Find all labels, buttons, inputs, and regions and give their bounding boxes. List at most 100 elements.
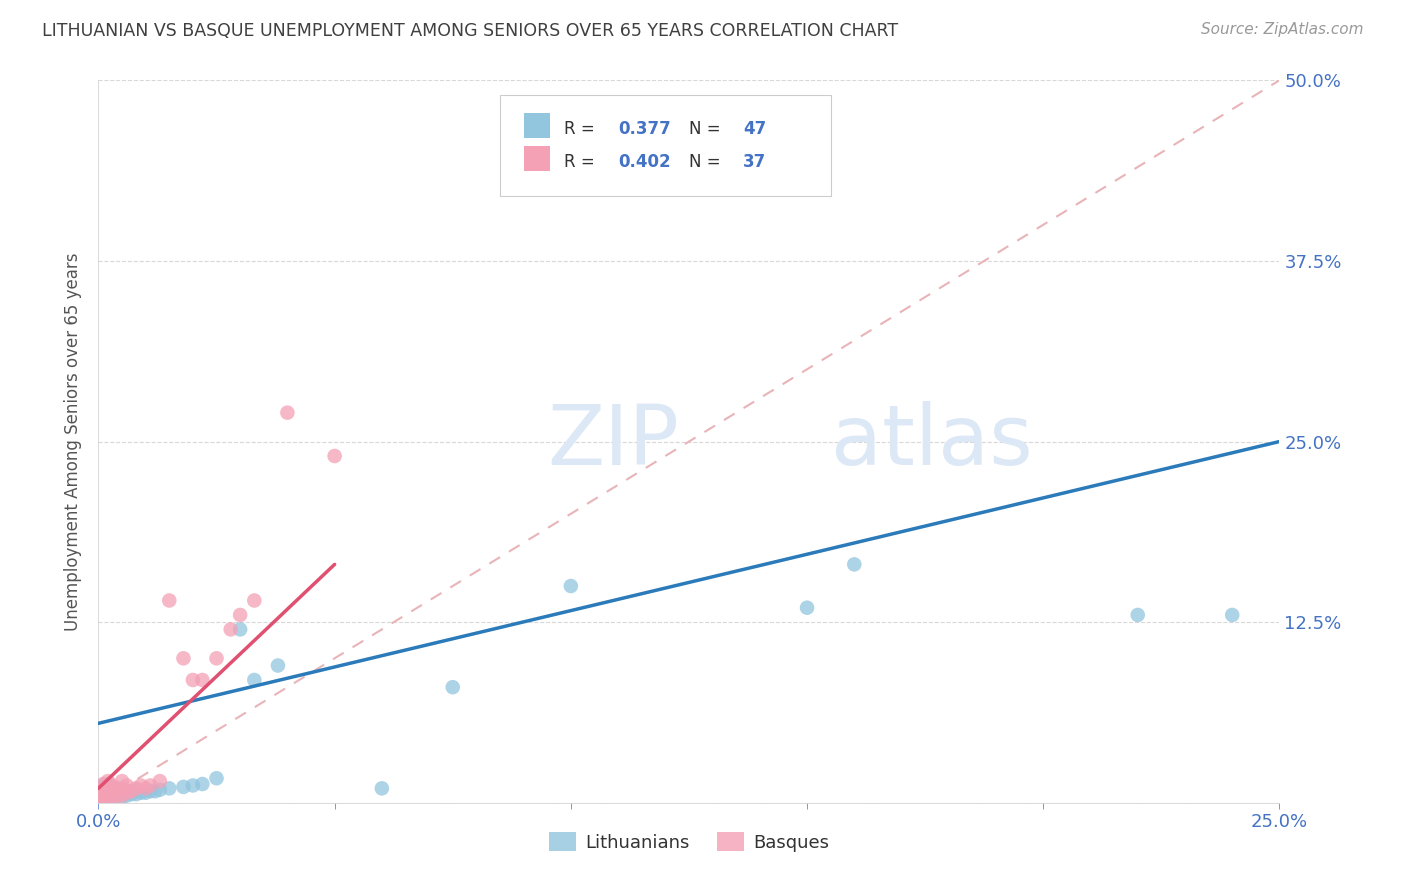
Point (129, 786, 152, 800)
Point (654, 167, 676, 181)
Point (191, 673, 214, 687)
Point (97, 777, 120, 791)
Point (87, 793, 110, 807)
Point (181, 673, 204, 687)
Point (101, 790, 124, 805)
Point (101, 781, 124, 796)
Text: 0.402: 0.402 (619, 153, 671, 171)
Point (115, 779, 138, 793)
Point (560, 579, 582, 593)
Point (91, 789, 114, 803)
Point (101, 790, 124, 805)
Point (323, 449, 346, 463)
Point (229, 607, 252, 622)
Point (121, 787, 143, 801)
Point (181, 779, 204, 793)
Text: N =: N = (689, 153, 725, 171)
Point (149, 782, 172, 797)
Point (191, 777, 214, 791)
Point (115, 789, 138, 803)
Point (371, 781, 394, 796)
Point (87, 787, 110, 801)
Point (157, 593, 180, 607)
Point (143, 784, 166, 798)
Legend: Lithuanians, Basques: Lithuanians, Basques (541, 825, 837, 859)
Point (503, 167, 526, 181)
Text: 47: 47 (744, 120, 766, 138)
Point (115, 786, 138, 800)
FancyBboxPatch shape (523, 145, 550, 170)
Point (101, 786, 124, 800)
Point (115, 784, 138, 798)
Point (97, 781, 120, 796)
Point (111, 774, 134, 789)
Text: atlas: atlas (831, 401, 1032, 482)
Point (1126, 607, 1149, 622)
Point (91, 787, 114, 801)
Point (87, 784, 110, 798)
Point (135, 786, 157, 800)
Text: LITHUANIAN VS BASQUE UNEMPLOYMENT AMONG SENIORS OVER 65 YEARS CORRELATION CHART: LITHUANIAN VS BASQUE UNEMPLOYMENT AMONG … (42, 22, 898, 40)
Point (101, 784, 124, 798)
Point (97, 787, 120, 801)
Point (276, 406, 298, 420)
Point (105, 784, 128, 798)
Y-axis label: Unemployment Among Seniors over 65 years: Unemployment Among Seniors over 65 years (65, 252, 83, 631)
Point (97, 791, 120, 805)
Point (105, 781, 128, 796)
FancyBboxPatch shape (523, 113, 550, 138)
Point (157, 781, 180, 796)
Point (121, 784, 143, 798)
Point (205, 651, 228, 665)
Point (87, 781, 110, 796)
Point (139, 779, 162, 793)
Text: ZIP: ZIP (547, 401, 679, 482)
Point (139, 784, 162, 798)
Point (1220, 607, 1243, 622)
Point (219, 623, 242, 637)
Text: N =: N = (689, 120, 725, 138)
Point (229, 623, 252, 637)
Point (87, 789, 110, 803)
Point (87, 791, 110, 805)
Point (91, 791, 114, 805)
Point (172, 780, 194, 794)
Point (135, 781, 157, 796)
Point (97, 781, 120, 796)
Point (91, 784, 114, 798)
Text: 37: 37 (744, 153, 766, 171)
Point (111, 790, 134, 805)
Point (844, 558, 866, 572)
Point (91, 781, 114, 796)
Text: Source: ZipAtlas.com: Source: ZipAtlas.com (1201, 22, 1364, 37)
Point (97, 774, 120, 789)
Point (97, 793, 120, 807)
Point (105, 789, 128, 803)
Text: R =: R = (564, 120, 600, 138)
Point (129, 779, 152, 793)
Point (97, 789, 120, 803)
Text: R =: R = (564, 153, 600, 171)
Point (97, 784, 120, 798)
Point (125, 781, 148, 796)
Point (111, 789, 134, 803)
Point (149, 774, 172, 789)
Point (205, 771, 228, 785)
Point (125, 787, 148, 801)
Point (441, 680, 464, 694)
Point (111, 782, 134, 797)
Text: 0.377: 0.377 (619, 120, 671, 138)
Point (91, 791, 114, 805)
Point (91, 777, 114, 791)
Point (105, 789, 128, 803)
Point (91, 779, 114, 793)
Point (172, 651, 194, 665)
Point (243, 673, 266, 687)
Point (796, 600, 818, 615)
Point (101, 779, 124, 793)
Point (111, 781, 134, 796)
Point (243, 593, 266, 607)
Point (125, 782, 148, 797)
FancyBboxPatch shape (501, 95, 831, 196)
Point (267, 658, 290, 673)
